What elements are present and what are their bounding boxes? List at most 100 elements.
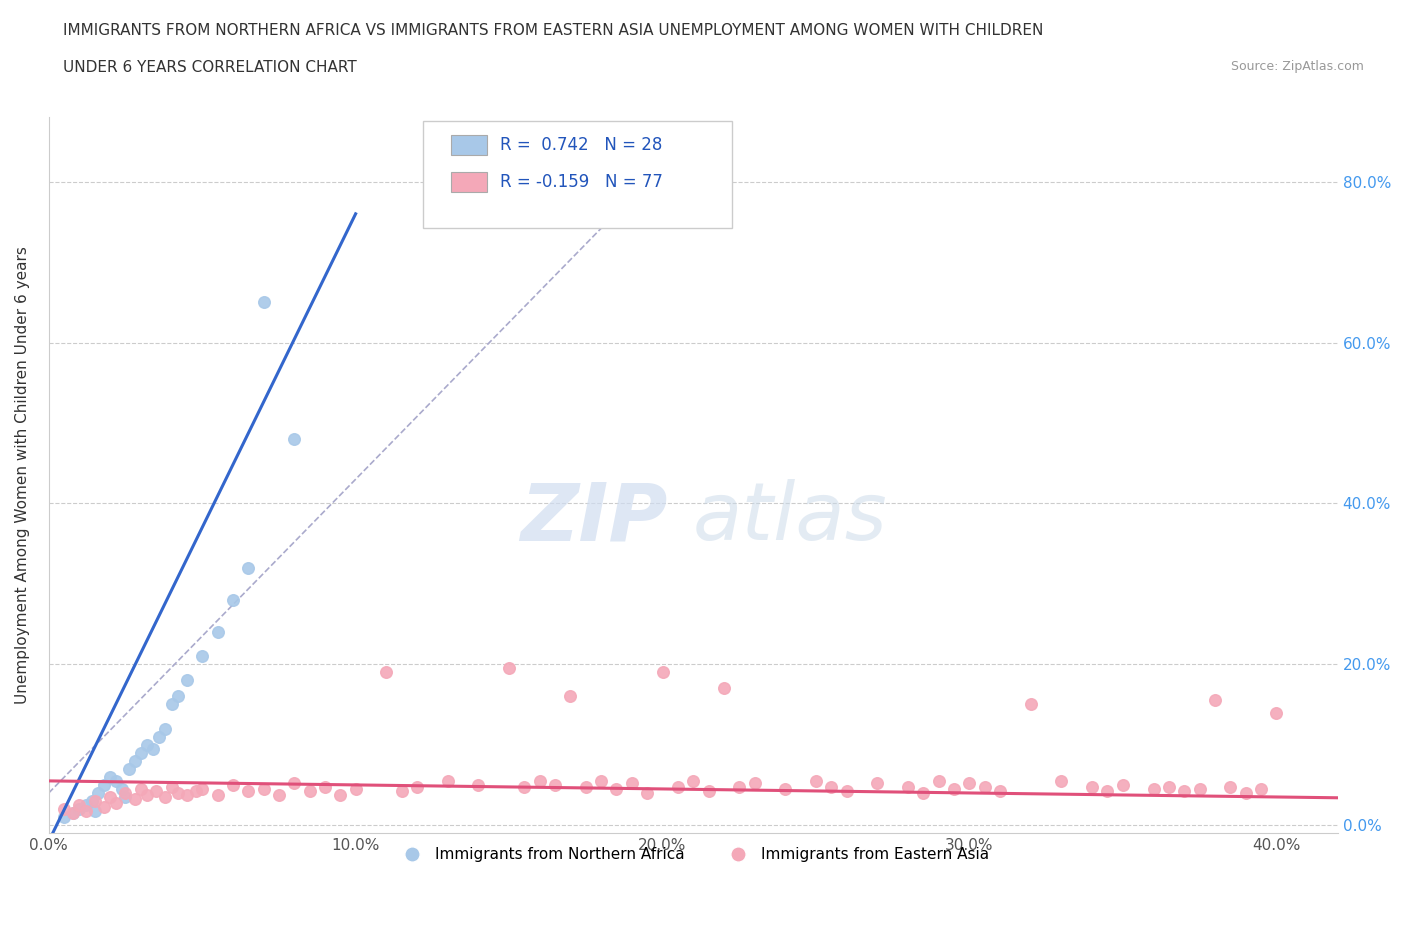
- Point: [314, 779, 336, 794]
- Point: [697, 784, 720, 799]
- Point: [744, 776, 766, 790]
- Point: [145, 784, 167, 799]
- Point: [129, 781, 152, 796]
- Point: [375, 665, 398, 680]
- Point: [513, 779, 536, 794]
- Point: [498, 661, 520, 676]
- Point: [467, 777, 489, 792]
- Point: [155, 721, 177, 736]
- Point: [1081, 779, 1104, 794]
- Point: [835, 784, 858, 799]
- Point: [283, 432, 305, 446]
- Point: [124, 792, 146, 807]
- Point: [67, 798, 90, 813]
- Point: [283, 776, 305, 790]
- Point: [957, 776, 980, 790]
- Point: [252, 295, 274, 310]
- Point: [298, 784, 321, 799]
- Point: [75, 798, 97, 813]
- Point: [207, 787, 229, 802]
- Point: [436, 774, 458, 789]
- Point: [943, 781, 966, 796]
- Point: [191, 649, 214, 664]
- Point: [114, 786, 136, 801]
- Legend: Immigrants from Northern Africa, Immigrants from Eastern Asia: Immigrants from Northern Africa, Immigra…: [391, 842, 995, 869]
- Point: [114, 790, 136, 804]
- Point: [83, 804, 105, 818]
- Point: [391, 784, 413, 799]
- Point: [529, 774, 551, 789]
- Point: [166, 689, 188, 704]
- Point: [93, 800, 115, 815]
- Point: [83, 793, 105, 808]
- Point: [804, 774, 827, 789]
- Point: [160, 779, 183, 794]
- Point: [53, 810, 76, 825]
- Point: [252, 781, 274, 796]
- Point: [98, 769, 121, 784]
- Point: [636, 786, 658, 801]
- Point: [820, 779, 842, 794]
- Point: [87, 786, 110, 801]
- Point: [62, 805, 84, 820]
- Point: [1265, 705, 1288, 720]
- Point: [142, 741, 165, 756]
- FancyBboxPatch shape: [423, 121, 733, 228]
- Point: [575, 779, 598, 794]
- Point: [53, 802, 76, 817]
- Point: [111, 781, 134, 796]
- Text: atlas: atlas: [693, 479, 889, 557]
- Point: [184, 784, 207, 799]
- Point: [973, 779, 995, 794]
- Point: [267, 787, 290, 802]
- Point: [682, 774, 704, 789]
- Point: [406, 779, 429, 794]
- Point: [160, 698, 183, 712]
- Point: [166, 786, 188, 801]
- Point: [136, 787, 159, 802]
- Point: [1019, 698, 1042, 712]
- Point: [238, 784, 260, 799]
- Point: [1219, 779, 1241, 794]
- Point: [176, 673, 198, 688]
- Point: [117, 762, 139, 777]
- Point: [136, 737, 159, 752]
- Point: [98, 790, 121, 804]
- Point: [988, 784, 1011, 799]
- Text: ZIP: ZIP: [520, 479, 668, 557]
- Text: R =  0.742   N = 28: R = 0.742 N = 28: [501, 136, 662, 154]
- Point: [222, 592, 245, 607]
- Point: [75, 804, 97, 818]
- Point: [1188, 781, 1211, 796]
- Point: [1142, 781, 1164, 796]
- Point: [191, 781, 214, 796]
- Point: [62, 805, 84, 820]
- Point: [67, 802, 90, 817]
- Point: [1234, 786, 1257, 801]
- Point: [912, 786, 935, 801]
- Point: [775, 781, 797, 796]
- Point: [866, 776, 889, 790]
- Point: [1097, 784, 1119, 799]
- Point: [155, 790, 177, 804]
- Point: [1173, 784, 1195, 799]
- Point: [897, 779, 920, 794]
- Point: [651, 665, 673, 680]
- FancyBboxPatch shape: [451, 172, 486, 193]
- FancyBboxPatch shape: [451, 135, 486, 155]
- Point: [105, 774, 128, 789]
- Point: [728, 779, 751, 794]
- Point: [591, 774, 613, 789]
- Point: [1204, 693, 1226, 708]
- Point: [713, 681, 735, 696]
- Point: [1250, 781, 1272, 796]
- Point: [344, 781, 367, 796]
- Point: [605, 781, 627, 796]
- Point: [238, 560, 260, 575]
- Point: [544, 777, 567, 792]
- Point: [80, 793, 103, 808]
- Y-axis label: Unemployment Among Women with Children Under 6 years: Unemployment Among Women with Children U…: [15, 246, 30, 704]
- Point: [329, 787, 352, 802]
- Point: [176, 787, 198, 802]
- Point: [222, 777, 245, 792]
